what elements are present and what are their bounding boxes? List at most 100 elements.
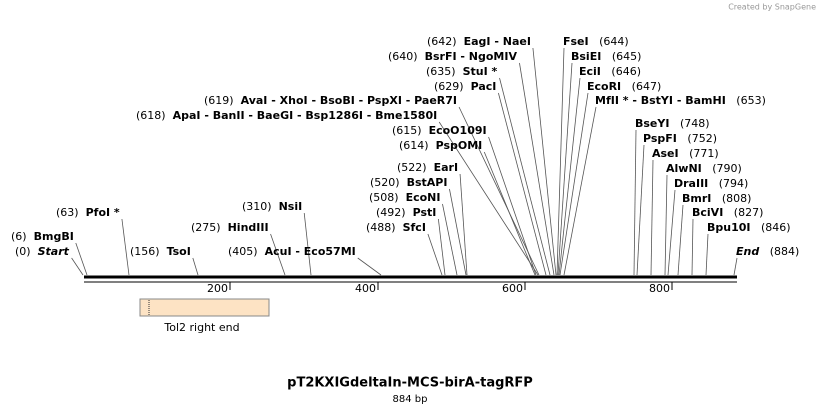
site-line <box>75 242 88 276</box>
spacer <box>726 94 737 107</box>
site-line <box>664 174 668 276</box>
site-position: (748) <box>680 117 710 130</box>
enzyme-name: PfoI * <box>86 206 120 219</box>
spacer <box>272 200 279 213</box>
site-line <box>636 144 645 276</box>
site-position: (0) <box>15 245 31 258</box>
enzyme-name: PaeR7I <box>414 94 457 107</box>
site-line <box>559 92 589 276</box>
separator: - <box>308 94 320 107</box>
subtitle: 884 bp <box>393 394 428 405</box>
site-line <box>499 77 551 276</box>
ruler-label: 600 <box>502 282 523 295</box>
enzyme-name: StuI * <box>463 65 498 78</box>
spacer <box>723 206 734 219</box>
enzyme-name: PstI <box>413 206 437 219</box>
enzyme-name: EcoO109I <box>429 124 487 137</box>
enzyme-name: PspXI <box>367 94 402 107</box>
enzyme-name: EagI <box>464 35 491 48</box>
enzyme-name: NsiI <box>279 200 303 213</box>
site-label: (488) SfcI <box>366 221 426 234</box>
separator: - <box>355 94 367 107</box>
spacer <box>679 147 690 160</box>
site-line <box>459 173 468 276</box>
site-position: (63) <box>56 206 79 219</box>
separator: - <box>201 109 213 122</box>
separator: - <box>629 94 641 107</box>
enzyme-name: HindIII <box>228 221 269 234</box>
spacer <box>669 117 680 130</box>
spacer <box>601 50 612 63</box>
enzyme-name: BanII <box>213 109 245 122</box>
spacer <box>406 206 413 219</box>
spacer <box>400 176 407 189</box>
site-label: (0) Start <box>15 245 70 258</box>
site-position: (405) <box>228 245 258 258</box>
site-position: (619) <box>204 94 234 107</box>
site-label: MfII * - BstYI - BamHI (653) <box>595 94 766 107</box>
spacer <box>27 230 34 243</box>
site-line <box>733 257 738 276</box>
site-line <box>563 106 597 276</box>
site-line <box>357 257 382 276</box>
separator: - <box>673 94 685 107</box>
site-position: (629) <box>434 80 464 93</box>
spacer <box>396 221 403 234</box>
site-line <box>488 136 537 276</box>
spacer <box>589 35 600 48</box>
site-position: (492) <box>376 206 406 219</box>
site-position: (808) <box>722 192 752 205</box>
site-position: (156) <box>130 245 160 258</box>
site-position: (642) <box>427 35 457 48</box>
spacer <box>221 221 228 234</box>
site-line <box>691 218 694 276</box>
site-position: (645) <box>612 50 642 63</box>
site-position: (615) <box>392 124 422 137</box>
enzyme-name: PacI <box>471 80 497 93</box>
site-label: (275) HindIII <box>191 221 269 234</box>
enzyme-name: Eco57MI <box>304 245 356 258</box>
site-label: (629) PacI <box>434 80 496 93</box>
site-line <box>667 189 676 276</box>
site-position: (646) <box>611 65 641 78</box>
spacer <box>234 94 241 107</box>
site-position: (790) <box>712 162 742 175</box>
site-label: EcoRI (647) <box>587 80 661 93</box>
enzyme-name: BsrFI <box>425 50 457 63</box>
enzyme-name: EcoRI <box>587 80 621 93</box>
spacer <box>759 245 770 258</box>
site-label: (615) EcoO109I <box>392 124 487 137</box>
site-line <box>303 212 312 276</box>
site-label: PspFI (752) <box>643 132 717 145</box>
site-label: (508) EcoNI <box>369 191 440 204</box>
site-line <box>633 129 637 276</box>
spacer <box>464 80 471 93</box>
enzyme-name: Bsp1286I <box>305 109 363 122</box>
site-line <box>437 218 446 276</box>
enzyme-name: ApaI <box>173 109 201 122</box>
spacer <box>456 65 463 78</box>
spacer <box>601 65 612 78</box>
enzyme-name: BaeGI <box>257 109 293 122</box>
site-line <box>270 233 286 276</box>
spacer <box>457 35 464 48</box>
separator: - <box>402 94 414 107</box>
site-label: (310) NsiI <box>242 200 302 213</box>
spacer <box>427 161 434 174</box>
enzyme-name: NgoMIV <box>469 50 518 63</box>
feature-label: Tol2 right end <box>163 321 239 334</box>
enzyme-name: PspOMI <box>436 139 483 152</box>
spacer <box>79 206 86 219</box>
separator: - <box>267 94 279 107</box>
site-label: End (884) <box>736 245 799 258</box>
site-label: (520) BstAPI <box>370 176 447 189</box>
enzyme-name: FseI <box>563 35 589 48</box>
site-position: (508) <box>369 191 399 204</box>
site-label: (6) BmgBI <box>11 230 74 243</box>
enzyme-name: NaeI <box>503 35 531 48</box>
site-label: AseI (771) <box>652 147 719 160</box>
enzyme-name: BsiEI <box>571 50 601 63</box>
spacer <box>418 50 425 63</box>
site-label: (619) AvaI - XhoI - BsoBI - PspXI - PaeR… <box>204 94 457 107</box>
